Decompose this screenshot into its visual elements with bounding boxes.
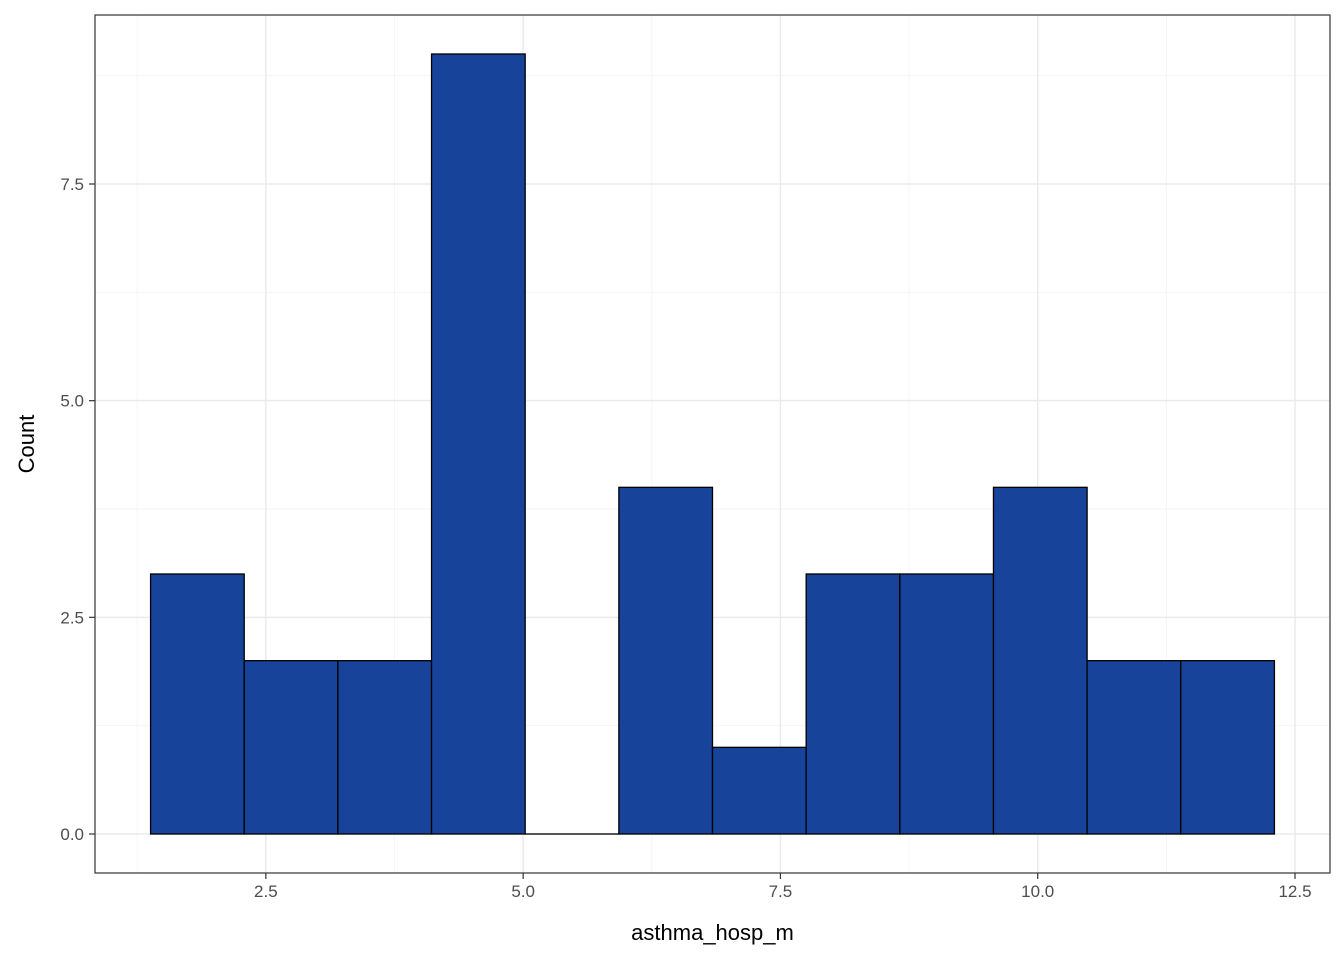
x-tick-label: 2.5	[254, 882, 278, 901]
x-tick-label: 5.0	[511, 882, 535, 901]
x-axis-title: asthma_hosp_m	[631, 920, 794, 945]
histogram-bar-11	[1086, 660, 1182, 835]
histogram-bar-2	[243, 660, 339, 835]
panel-border	[94, 14, 1331, 874]
axis-ticks: 2.5 5.0 7.5 10.0 12.5 0.0 2.5 5.0 7.5	[60, 175, 1311, 901]
histogram-bar-6	[618, 486, 714, 835]
histogram-bar-7	[711, 746, 807, 835]
histogram-bar-8	[805, 573, 901, 835]
histogram-bar-4	[430, 53, 526, 835]
y-tick-label: 2.5	[60, 608, 84, 627]
x-tick-label: 12.5	[1278, 882, 1311, 901]
x-tick-label: 7.5	[769, 882, 793, 901]
histogram-bars	[149, 53, 1276, 835]
histogram-bar-9	[899, 573, 995, 835]
x-tick-label: 10.0	[1021, 882, 1054, 901]
histogram-bar-3	[337, 660, 433, 835]
histogram-bar-10	[992, 486, 1088, 835]
y-tick-label: 7.5	[60, 175, 84, 194]
y-tick-label: 0.0	[60, 825, 84, 844]
y-axis-title: Count	[14, 415, 39, 474]
histogram-bar-1	[149, 573, 245, 835]
y-tick-label: 5.0	[60, 392, 84, 411]
histogram-bar-12	[1180, 660, 1276, 835]
